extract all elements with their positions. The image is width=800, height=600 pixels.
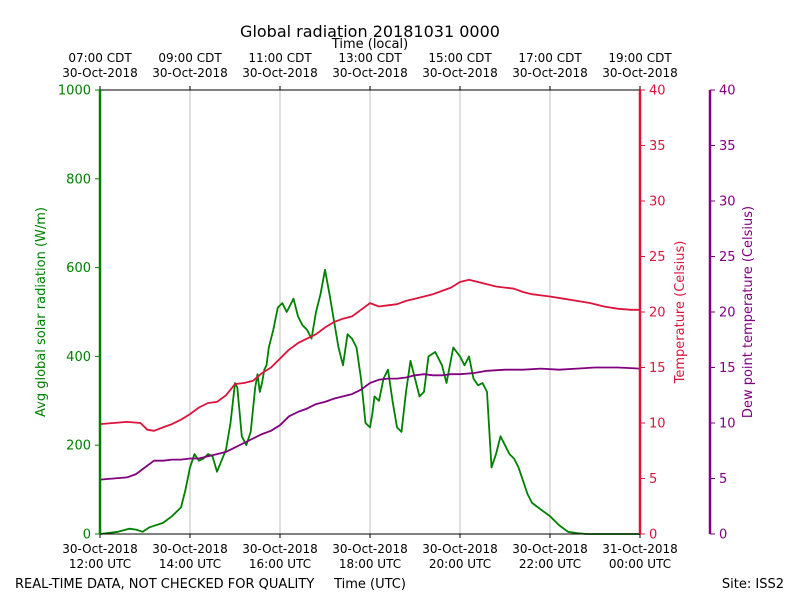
dewpoint-axis-tick-label: 40 [719,84,736,99]
dewpoint-axis-tick-label: 10 [719,417,736,432]
top-tick-label-date: 30-Oct-2018 [242,66,318,80]
temperature-axis-tick-label: 10 [649,417,666,432]
series-line-radiation [99,268,640,535]
radiation-axis-tick-label: 0 [83,528,91,543]
top-tick-label-time: 09:00 CDT [158,51,222,65]
x-axis-label: Time (UTC) [333,577,406,592]
x-tick-label-time: 14:00 UTC [159,557,221,571]
chart-title: Global radiation 20181031 0000 [240,22,500,41]
x-tick-label-date: 30-Oct-2018 [332,542,408,556]
x-tick-label-date: 30-Oct-2018 [512,542,588,556]
axes [95,86,715,538]
top-tick-label-date: 30-Oct-2018 [332,66,408,80]
series-line-temperature [99,278,640,432]
temperature-axis-tick-label: 15 [649,361,666,376]
radiation-axis-tick-label: 600 [66,261,91,276]
x-tick-label-time: 20:00 UTC [429,557,491,571]
dewpoint-axis-tick-label: 5 [719,472,727,487]
x-tick-label-time: 18:00 UTC [339,557,401,571]
dewpoint-axis-tick-label: 20 [719,306,736,321]
dewpoint-axis-tick-label: 15 [719,361,736,376]
x-tick-label-time: 22:00 UTC [519,557,581,571]
top-tick-label-date: 30-Oct-2018 [602,66,678,80]
temperature-axis-tick-label: 5 [649,472,657,487]
top-tick-label-time: 07:00 CDT [68,51,132,65]
x-tick-label-time: 00:00 UTC [609,557,671,571]
top-tick-label-date: 30-Oct-2018 [422,66,498,80]
top-tick-label-time: 13:00 CDT [338,51,402,65]
top-tick-label-date: 30-Oct-2018 [152,66,228,80]
x-tick-label-date: 30-Oct-2018 [152,542,228,556]
series-lines [99,268,641,535]
top-tick-label-time: 19:00 CDT [608,51,672,65]
radiation-axis-tick-label: 400 [66,350,91,365]
x-tick-label-date: 30-Oct-2018 [422,542,498,556]
site-label: Site: ISS2 [722,577,784,592]
x-tick-label-date: 31-Oct-2018 [602,542,678,556]
temperature-axis-tick-label: 0 [649,528,657,543]
radiation-axis-tick-label: 800 [66,172,91,187]
grid-lines [189,90,551,534]
x-tick-label-date: 30-Oct-2018 [242,542,318,556]
dewpoint-axis-tick-label: 0 [719,528,727,543]
x-tick-label-date: 30-Oct-2018 [62,542,138,556]
radiation-axis-label: Avg global solar radiation (W/m) [34,207,49,417]
temperature-axis-tick-label: 25 [649,250,666,265]
temperature-axis-tick-label: 30 [649,195,666,210]
dewpoint-axis-tick-label: 30 [719,195,736,210]
radiation-axis-tick-label: 1000 [58,84,91,99]
top-tick-label-time: 11:00 CDT [248,51,312,65]
temperature-axis-tick-label: 40 [649,84,666,99]
dewpoint-axis-tick-label: 35 [719,139,736,154]
x-tick-label-time: 12:00 UTC [69,557,131,571]
top-tick-label-time: 17:00 CDT [518,51,582,65]
quality-disclaimer: REAL-TIME DATA, NOT CHECKED FOR QUALITY [15,577,314,592]
series-line-dewpoint [99,366,641,481]
temperature-axis-label: Temperature (Celsius) [673,241,688,385]
top-axis-label: Time (local) [331,37,408,52]
top-tick-label-date: 30-Oct-2018 [62,66,138,80]
radiation-axis-tick-label: 200 [66,439,91,454]
temperature-axis-tick-label: 35 [649,139,666,154]
dewpoint-axis-tick-label: 25 [719,250,736,265]
temperature-axis-tick-label: 20 [649,306,666,321]
dewpoint-axis-label: Dew point temperature (Celsius) [741,206,756,418]
top-tick-label-date: 30-Oct-2018 [512,66,588,80]
x-tick-label-time: 16:00 UTC [249,557,311,571]
top-tick-label-time: 15:00 CDT [428,51,492,65]
